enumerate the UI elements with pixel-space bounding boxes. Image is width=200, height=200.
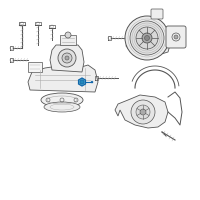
Circle shape: [131, 100, 155, 124]
Circle shape: [130, 21, 164, 55]
Circle shape: [144, 36, 150, 40]
Circle shape: [62, 53, 72, 63]
Circle shape: [125, 16, 169, 60]
Circle shape: [136, 27, 158, 49]
Circle shape: [58, 49, 76, 67]
Polygon shape: [28, 62, 42, 72]
Polygon shape: [28, 65, 98, 92]
Circle shape: [142, 33, 152, 43]
Ellipse shape: [41, 93, 83, 107]
Circle shape: [65, 32, 71, 38]
Polygon shape: [60, 35, 76, 45]
Polygon shape: [126, 28, 170, 55]
Circle shape: [140, 109, 146, 115]
Ellipse shape: [44, 102, 80, 112]
Circle shape: [136, 105, 150, 119]
FancyBboxPatch shape: [151, 9, 163, 19]
Polygon shape: [80, 80, 84, 84]
Circle shape: [174, 35, 178, 39]
Circle shape: [91, 81, 93, 83]
Polygon shape: [50, 45, 84, 72]
Polygon shape: [115, 95, 168, 128]
FancyBboxPatch shape: [166, 26, 186, 48]
Polygon shape: [79, 78, 85, 86]
Circle shape: [65, 56, 69, 60]
